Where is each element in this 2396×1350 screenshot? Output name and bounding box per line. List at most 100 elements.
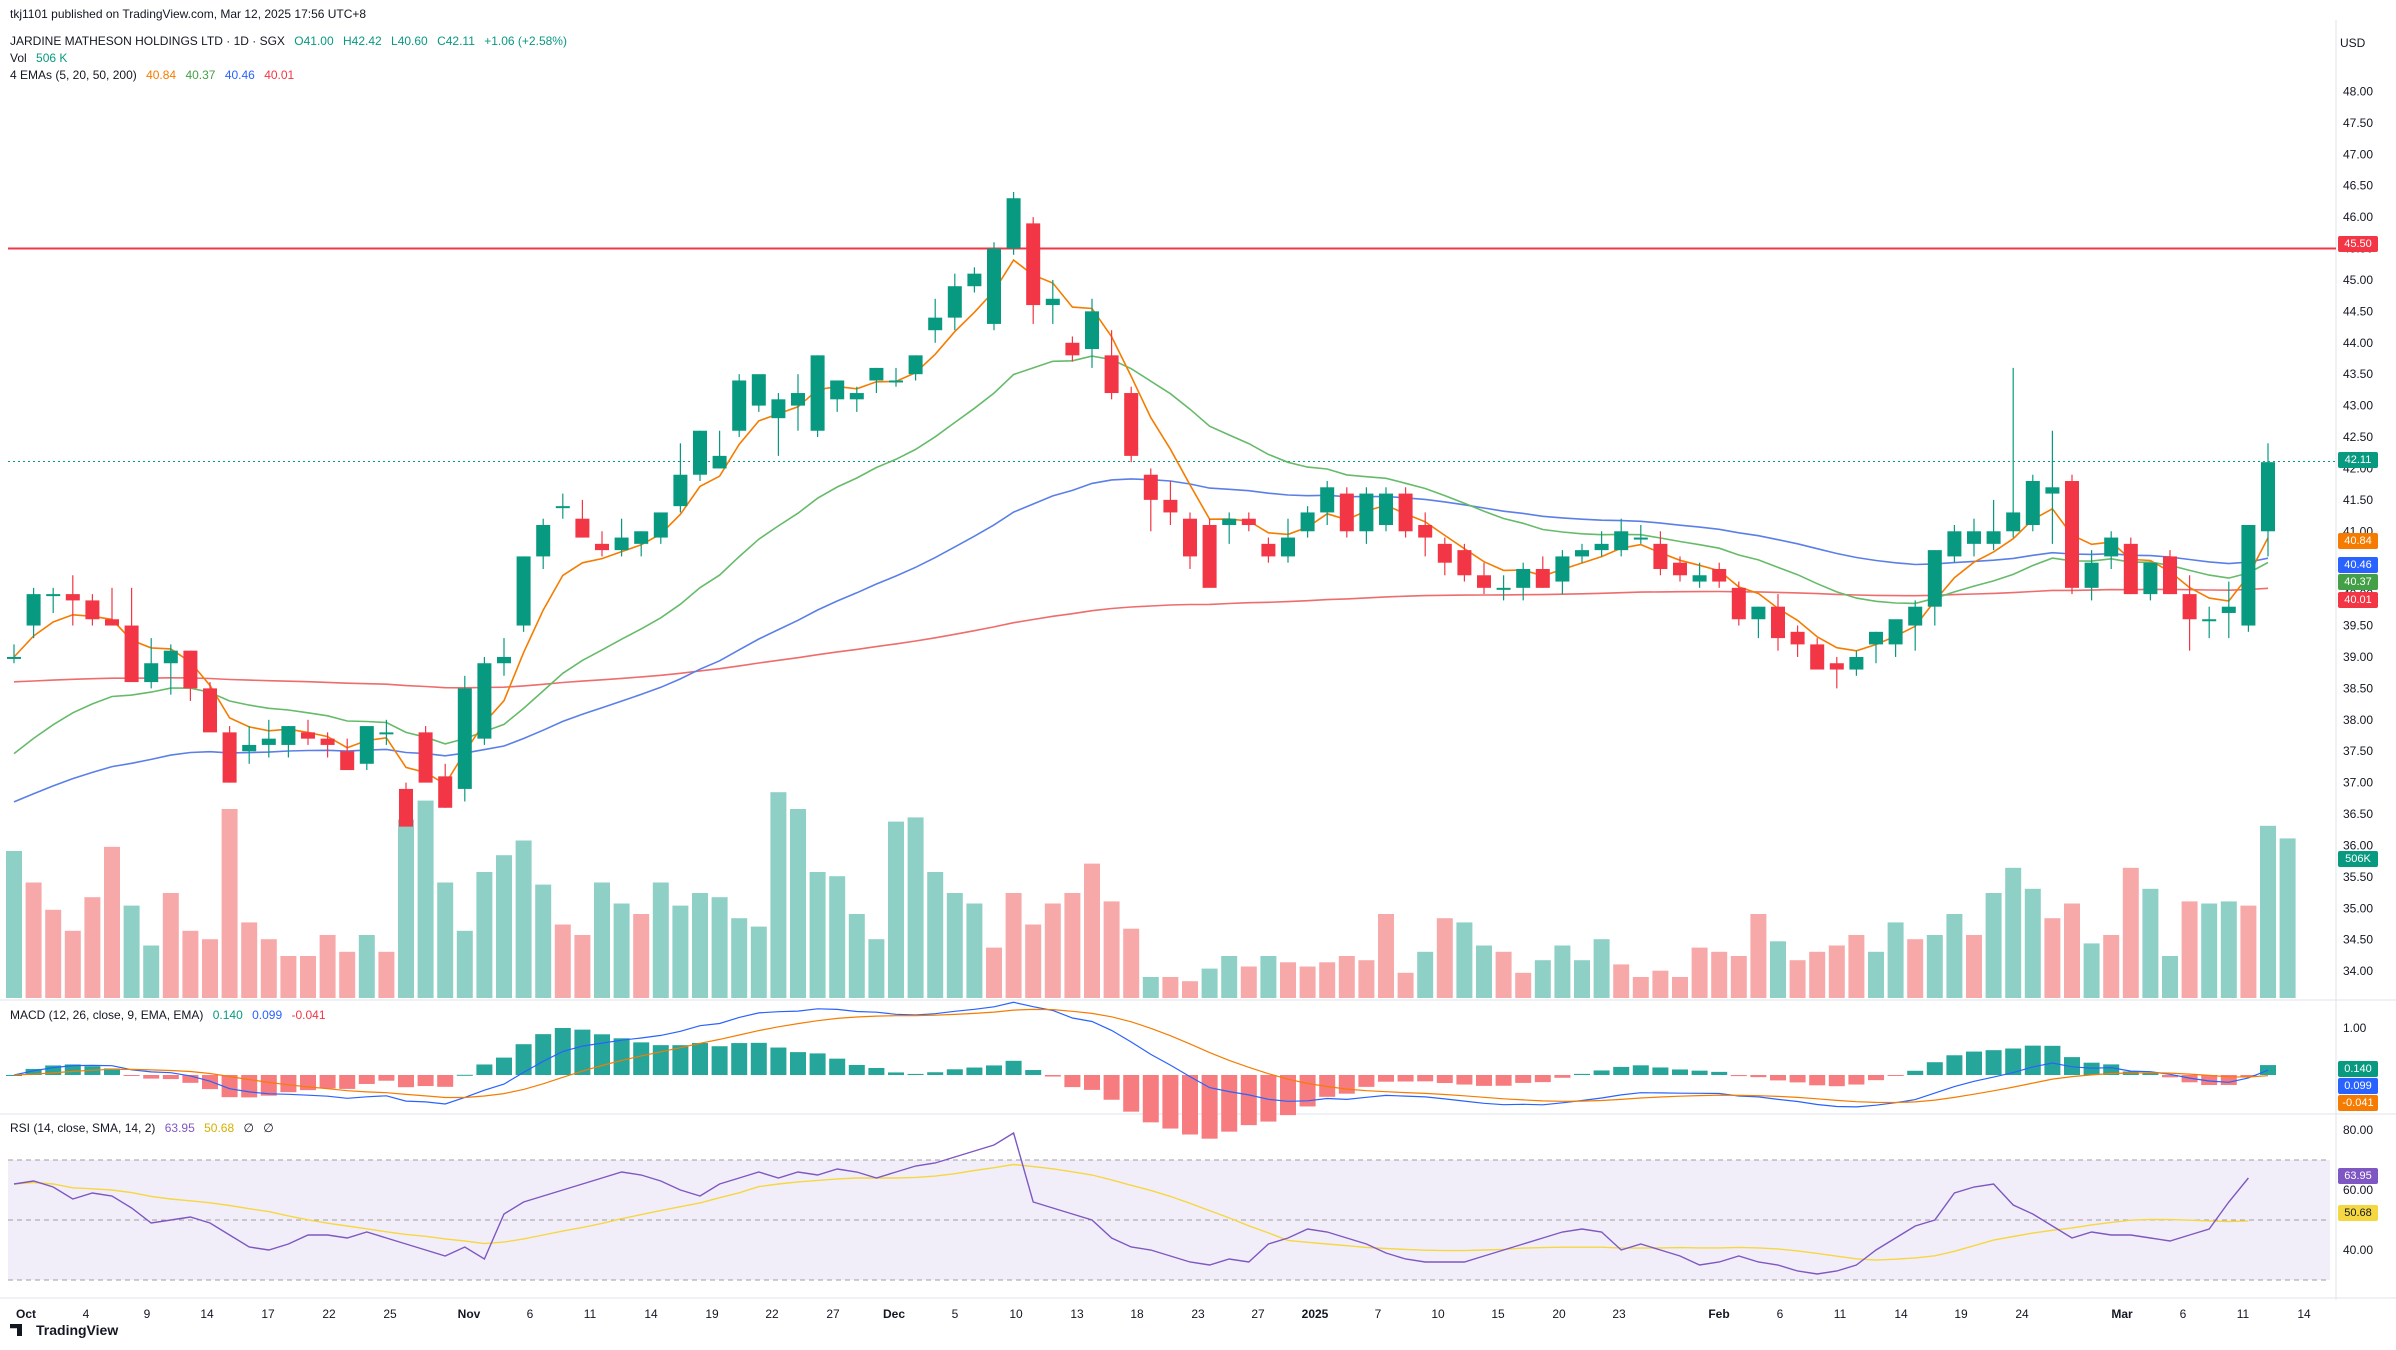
symbol-legend: JARDINE MATHESON HOLDINGS LTD · 1D · SGX…: [10, 34, 573, 48]
candle: [1712, 562, 1727, 588]
x-tick-label: 19: [705, 1307, 719, 1321]
volume-bar: [2201, 903, 2218, 998]
candle-body: [673, 474, 688, 507]
volume-bar: [927, 872, 944, 998]
macd-histogram-bar: [2162, 1075, 2178, 1078]
macd-histogram-bar: [2220, 1075, 2237, 1086]
candle: [928, 298, 943, 343]
candle: [144, 638, 159, 689]
candle-body: [1908, 606, 1923, 626]
x-tick-label: 6: [1777, 1307, 1784, 1321]
macd-histogram-bar: [182, 1075, 199, 1083]
candle-body: [1751, 606, 1766, 620]
macd-histogram-bar: [123, 1075, 140, 1076]
macd-histogram-bar: [750, 1042, 767, 1075]
candle: [1594, 531, 1609, 557]
rsi-tick-label: 40.00: [2343, 1243, 2373, 1257]
rsi-legend: RSI (14, close, SMA, 14, 2) 63.95 50.68 …: [10, 1121, 280, 1135]
volume-bar: [868, 939, 885, 998]
macd-histogram-bar: [1378, 1075, 1394, 1082]
candle: [712, 430, 727, 469]
y-tick-label: 44.50: [2343, 304, 2373, 318]
candle-body: [1810, 644, 1825, 670]
macd-histogram-bar: [339, 1075, 356, 1089]
macd-tag: 0.140: [2338, 1061, 2378, 1077]
volume-bar: [358, 935, 375, 998]
volume-bar: [2083, 943, 2100, 998]
candle-body: [1339, 493, 1354, 532]
volume-bar: [1005, 893, 1022, 998]
macd-line: [13, 1001, 2269, 1108]
tradingview-logo[interactable]: TradingView: [10, 1322, 118, 1338]
hist-tag: -0.041: [2338, 1095, 2378, 1111]
volume-bar: [1495, 951, 1512, 998]
volume-bar: [1652, 970, 1669, 998]
macd-histogram-bar: [1436, 1075, 1453, 1084]
candle: [2182, 575, 2197, 651]
candle-body: [1320, 487, 1335, 513]
candle-body: [889, 380, 903, 383]
x-tick-label: 27: [826, 1307, 840, 1321]
candle-body: [614, 537, 629, 551]
y-tick-label: 36.50: [2343, 807, 2373, 821]
ema5-line: [13, 258, 2269, 786]
candle: [2045, 430, 2060, 544]
y-tick-label: 47.00: [2343, 147, 2373, 161]
candle: [1771, 594, 1785, 651]
rsi-extra-2: ∅: [263, 1121, 274, 1135]
candle-body: [2025, 481, 2040, 525]
macd-histogram-bar: [809, 1053, 826, 1075]
volume-bar: [711, 897, 728, 998]
candle: [516, 556, 531, 632]
candle-body: [301, 732, 315, 739]
ema200-line: [13, 587, 2269, 689]
macd-histogram-bar: [907, 1073, 924, 1075]
macd-histogram-bar: [1966, 1051, 1982, 1075]
ema50-tag: 40.46: [2338, 557, 2378, 573]
candle-body: [1026, 223, 1041, 306]
candle-body: [1202, 525, 1217, 588]
rsi-label: RSI (14, close, SMA, 14, 2): [10, 1121, 156, 1135]
candle-body: [2065, 481, 2079, 588]
macd-histogram-bar: [1240, 1075, 1257, 1126]
macd-histogram-bar: [2103, 1064, 2120, 1075]
candle-body: [1437, 543, 1452, 563]
macd-histogram-bar: [202, 1075, 218, 1090]
volume-bar: [535, 884, 552, 998]
candle-body: [967, 273, 982, 287]
candle: [536, 518, 551, 569]
volume-bar: [6, 851, 22, 998]
volume-bar: [45, 909, 62, 998]
volume-bar: [417, 800, 434, 998]
volume-bar: [1182, 981, 1198, 998]
candle-body: [1085, 311, 1099, 350]
tradingview-logo-icon: [10, 1324, 22, 1336]
candle-body: [908, 355, 923, 375]
candle-body: [418, 732, 433, 783]
candle-body: [791, 393, 805, 406]
x-tick-label: 6: [527, 1307, 534, 1321]
macd-histogram-bar: [1280, 1075, 1296, 1116]
x-tick-label: 5: [952, 1307, 959, 1321]
candle-body: [2123, 543, 2138, 595]
candle: [85, 594, 100, 626]
candle: [1359, 487, 1374, 544]
volume-bar: [613, 903, 630, 998]
candle-body: [987, 248, 1001, 324]
candle-body: [1712, 568, 1727, 582]
candle-body: [2163, 556, 2177, 595]
candle-body: [1790, 631, 1805, 645]
candle: [7, 644, 21, 664]
candle-body: [1967, 531, 1981, 544]
rsi-ma-line: [13, 1163, 2249, 1261]
volume-bar: [260, 939, 277, 998]
x-tick-label: 10: [1009, 1307, 1023, 1321]
volume-bar: [1946, 914, 1963, 998]
macd-histogram-bar: [1926, 1062, 1943, 1075]
candle-body: [1516, 568, 1531, 588]
volume-bar: [1280, 962, 1296, 998]
x-tick-label: 11: [1834, 1307, 1847, 1321]
macd-histogram-bar: [790, 1052, 806, 1075]
x-tick-label: 6: [2180, 1307, 2187, 1321]
